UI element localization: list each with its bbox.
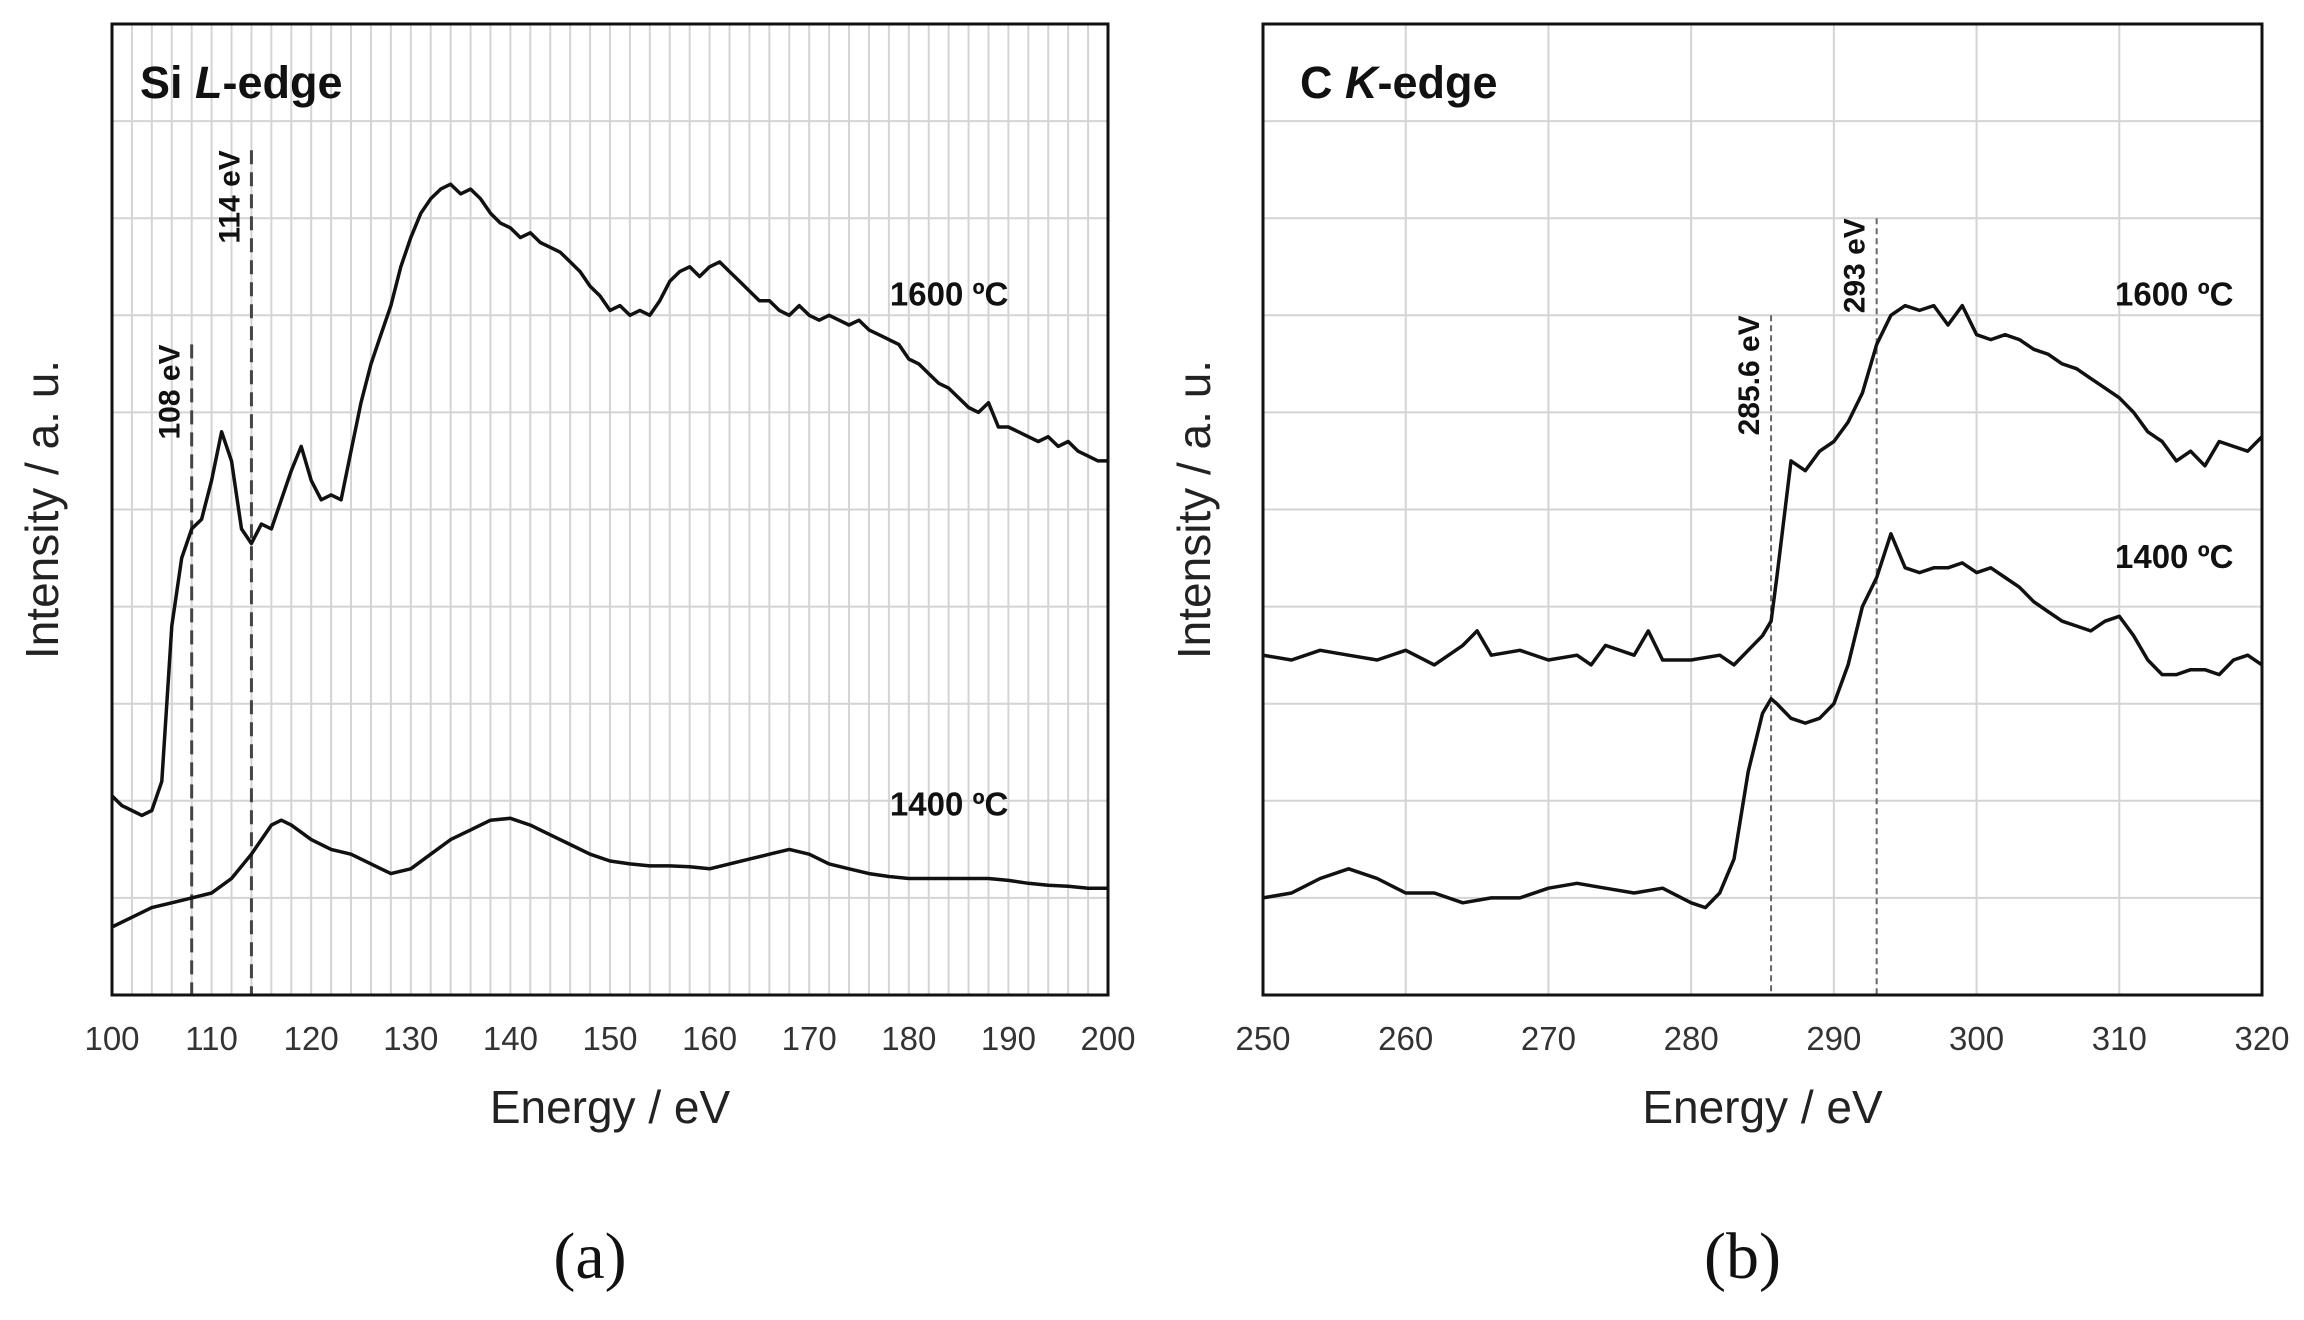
x-tick-label: 100 [84, 1020, 139, 1057]
panel-b-x-axis-label: Energy / eV [1642, 1081, 1883, 1133]
x-tick-label: 120 [284, 1020, 339, 1057]
annotation-label-1: 293 eV [1839, 218, 1872, 313]
series-label-0: 1600 ºC [2115, 276, 2233, 313]
x-tick-label: 130 [383, 1020, 438, 1057]
panel-b-y-axis-label: Intensity / a. u. [1168, 360, 1220, 659]
panel-b-title: C K-edge [1300, 57, 1498, 108]
series-label-0: 1600 ºC [890, 276, 1008, 313]
panel-b-series: 1600 ºC 1400 ºC [1262, 276, 2264, 910]
series-label-1: 1400 ºC [890, 785, 1008, 822]
panel-a-x-axis-label: Energy / eV [490, 1081, 731, 1133]
panel-b-label: (b) [1704, 1220, 1781, 1293]
panel-b-x-ticks: 250 260 270 280 290 300 310 320 [1235, 1020, 2289, 1057]
x-tick-label: 110 [185, 1020, 238, 1057]
panel-b-annotations: 285.6 eV 293 eV [1733, 218, 1878, 995]
x-tick-label: 160 [682, 1020, 737, 1057]
x-tick-label: 290 [1806, 1020, 1861, 1057]
panel-a-series: 1600 ºC 1400 ºC [110, 182, 1108, 929]
panel-b-frame [1261, 22, 2264, 997]
panel-a-label: (a) [553, 1220, 626, 1293]
panel-b-grid [1263, 24, 2262, 995]
series-line-0 [1262, 303, 2264, 667]
panel-a-title: Si L-edge [140, 57, 343, 108]
panel-a-annotations: 108 eV 114 eV [154, 150, 253, 995]
x-tick-label: 150 [582, 1020, 637, 1057]
annotation-label-0: 285.6 eV [1733, 315, 1766, 435]
panel-b: 285.6 eV 293 eV 1600 ºC 1400 ºC C K-edge 2… [1168, 22, 2290, 1293]
x-tick-label: 280 [1664, 1020, 1719, 1057]
annotation-label-1: 114 eV [213, 150, 246, 243]
x-tick-label: 300 [1949, 1020, 2004, 1057]
series-line-1 [111, 816, 1108, 929]
series-line-0 [110, 182, 1108, 818]
x-tick-label: 140 [483, 1020, 538, 1057]
panel-a-y-axis-label: Intensity / a. u. [16, 360, 68, 659]
x-tick-label: 260 [1378, 1020, 1433, 1057]
x-tick-label: 200 [1080, 1020, 1135, 1057]
panel-a-x-ticks: 100 110 120 130 140 150 160 170 180 190 200 [84, 1020, 1135, 1057]
panel-a-frame [110, 22, 1110, 997]
series-line-1 [1262, 532, 2263, 910]
x-tick-label: 190 [981, 1020, 1036, 1057]
x-tick-label: 250 [1235, 1020, 1290, 1057]
panel-a-grid [112, 24, 1108, 995]
annotation-label-0: 108 eV [154, 344, 187, 439]
x-tick-label: 320 [2234, 1020, 2289, 1057]
x-tick-label: 170 [782, 1020, 837, 1057]
panel-a: 108 eV 114 eV 1600 ºC 1400 ºC Si L-edge 10… [16, 22, 1136, 1293]
x-tick-label: 180 [881, 1020, 936, 1057]
x-tick-label: 270 [1521, 1020, 1576, 1057]
x-tick-label: 310 [2092, 1020, 2147, 1057]
series-label-1: 1400 ºC [2115, 538, 2233, 575]
